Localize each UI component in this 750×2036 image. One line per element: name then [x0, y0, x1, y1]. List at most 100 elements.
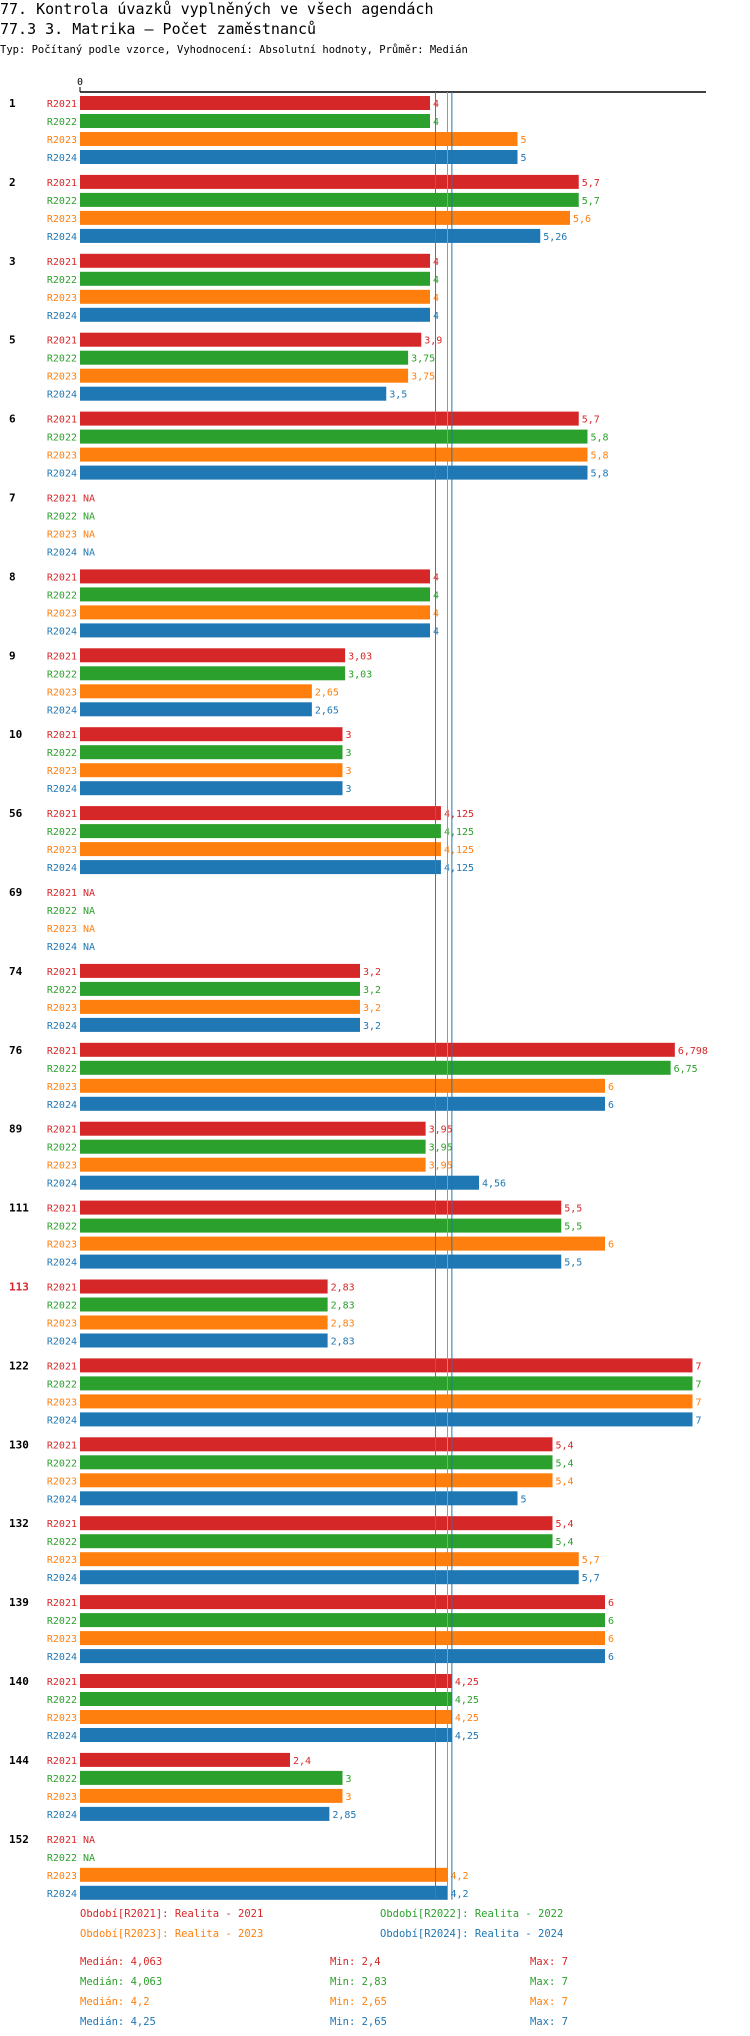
data-label: 5,7	[582, 415, 600, 426]
data-label: 6	[608, 1616, 614, 1627]
data-label: 3	[346, 766, 352, 777]
bar	[80, 1552, 579, 1567]
series-label: R2021	[47, 494, 77, 505]
series-label: R2021	[47, 1519, 77, 1530]
bar	[80, 1200, 562, 1215]
data-label: 5,7	[582, 196, 600, 207]
series-label: R2021	[47, 1756, 77, 1767]
data-label: 4	[433, 257, 439, 268]
bar	[80, 1613, 605, 1628]
bar	[80, 1096, 605, 1111]
group-label: 74	[9, 965, 23, 978]
data-label: NA	[83, 530, 95, 541]
bar	[80, 1649, 605, 1664]
group-label: 113	[9, 1281, 29, 1294]
series-label: R2023	[47, 1397, 77, 1408]
data-label: NA	[83, 512, 95, 523]
stat-min-r2021: Min: 2,4	[330, 1956, 381, 1968]
series-label: R2022	[47, 1537, 77, 1548]
series-label: R2022	[47, 196, 77, 207]
data-label: 6,75	[674, 1064, 698, 1075]
series-label: R2021	[47, 1046, 77, 1057]
series-label: R2023	[47, 530, 77, 541]
series-label: R2022	[47, 1301, 77, 1312]
bar	[80, 114, 430, 128]
bar	[80, 1315, 328, 1330]
data-label: 3,2	[363, 967, 381, 978]
data-label: 4,25	[455, 1677, 479, 1688]
bar	[80, 1218, 562, 1233]
data-label: NA	[83, 888, 95, 899]
series-label: R2024	[47, 1258, 77, 1269]
series-label: R2023	[47, 135, 77, 146]
stat-median-r2022: Medián: 4,063	[80, 1976, 163, 1988]
data-label: 3,75	[411, 372, 435, 383]
data-label: 2,85	[332, 1810, 356, 1821]
bar	[80, 1175, 479, 1190]
bar	[80, 1885, 448, 1900]
bar	[80, 253, 430, 268]
stat-median-r2023: Medián: 4,2	[80, 1996, 150, 2008]
series-label: R2024	[47, 311, 77, 322]
data-label: 7	[696, 1397, 702, 1408]
bar	[80, 1473, 553, 1488]
series-label: R2021	[47, 888, 77, 899]
data-label: 5,5	[564, 1204, 582, 1215]
bar	[80, 1297, 328, 1312]
stat-median-r2024: Medián: 4,25	[80, 2016, 156, 2028]
bar	[80, 1534, 553, 1549]
series-label: R2022	[47, 1774, 77, 1785]
series-label: R2021	[47, 1204, 77, 1215]
series-label: R2021	[47, 336, 77, 347]
series-label: R2022	[47, 827, 77, 838]
stat-max-r2021: Max: 7	[530, 1956, 568, 1968]
bar	[80, 1770, 343, 1785]
bar	[80, 963, 360, 978]
series-label: R2024	[47, 1810, 77, 1821]
series-label: R2022	[47, 906, 77, 917]
data-label: 4,125	[444, 863, 474, 874]
series-label: R2022	[47, 1064, 77, 1075]
bar	[80, 228, 541, 243]
data-label: 3,03	[348, 669, 372, 680]
series-label: R2021	[47, 572, 77, 583]
stat-max-r2023: Max: 7	[530, 1996, 568, 2008]
data-label: 4,125	[444, 827, 474, 838]
bar	[80, 1412, 693, 1427]
series-label: R2024	[47, 1179, 77, 1190]
data-label: 3	[346, 748, 352, 759]
legend-item-r2023: Období[R2023]: Realita - 2023	[80, 1928, 264, 1940]
data-label: NA	[83, 494, 95, 505]
series-label: R2023	[47, 687, 77, 698]
series-label: R2024	[47, 1652, 77, 1663]
group-label: 89	[9, 1123, 22, 1136]
data-label: 5	[521, 1494, 527, 1505]
bar	[80, 569, 430, 584]
data-label: 5,7	[582, 1555, 600, 1566]
series-label: R2023	[47, 1476, 77, 1487]
series-label: R2021	[47, 178, 77, 189]
bar	[80, 429, 588, 444]
group-label: 2	[9, 176, 16, 189]
data-label: 3,95	[429, 1161, 453, 1172]
bar	[80, 1752, 290, 1767]
data-label: 2,83	[331, 1283, 355, 1294]
data-label: NA	[83, 1835, 95, 1846]
data-label: 3	[346, 784, 352, 795]
series-label: R2023	[47, 1082, 77, 1093]
group-label: 8	[9, 570, 16, 583]
bar	[80, 332, 422, 347]
bar	[80, 1157, 426, 1172]
series-label: R2021	[47, 651, 77, 662]
group-label: 3	[9, 255, 16, 268]
bar	[80, 289, 430, 304]
bar	[80, 386, 387, 401]
data-label: NA	[83, 548, 95, 559]
series-label: R2023	[47, 845, 77, 856]
series-label: R2024	[47, 705, 77, 716]
bar	[80, 1358, 693, 1373]
series-label: R2024	[47, 390, 77, 401]
group-label: 5	[9, 334, 16, 347]
stat-max-r2022: Max: 7	[530, 1976, 568, 1988]
bar	[80, 1060, 671, 1075]
